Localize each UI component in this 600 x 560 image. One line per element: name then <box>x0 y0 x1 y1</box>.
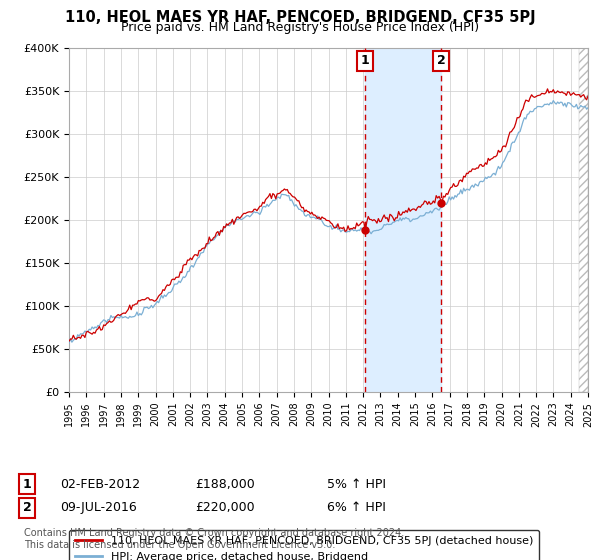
Text: Price paid vs. HM Land Registry's House Price Index (HPI): Price paid vs. HM Land Registry's House … <box>121 21 479 34</box>
Text: 2: 2 <box>437 54 446 68</box>
Text: 2: 2 <box>23 501 31 515</box>
Text: 1: 1 <box>360 54 369 68</box>
Text: £188,000: £188,000 <box>195 478 255 491</box>
Text: 6% ↑ HPI: 6% ↑ HPI <box>327 501 386 515</box>
Text: 09-JUL-2016: 09-JUL-2016 <box>60 501 137 515</box>
Bar <box>365 48 441 392</box>
Legend: 110, HEOL MAES YR HAF, PENCOED, BRIDGEND, CF35 5PJ (detached house), HPI: Averag: 110, HEOL MAES YR HAF, PENCOED, BRIDGEND… <box>69 530 539 560</box>
Text: 1: 1 <box>23 478 31 491</box>
Bar <box>580 48 588 392</box>
Text: 02-FEB-2012: 02-FEB-2012 <box>60 478 140 491</box>
Text: 5% ↑ HPI: 5% ↑ HPI <box>327 478 386 491</box>
Text: £220,000: £220,000 <box>195 501 254 515</box>
Text: Contains HM Land Registry data © Crown copyright and database right 2024.
This d: Contains HM Land Registry data © Crown c… <box>24 528 404 550</box>
Text: 110, HEOL MAES YR HAF, PENCOED, BRIDGEND, CF35 5PJ: 110, HEOL MAES YR HAF, PENCOED, BRIDGEND… <box>65 10 535 25</box>
